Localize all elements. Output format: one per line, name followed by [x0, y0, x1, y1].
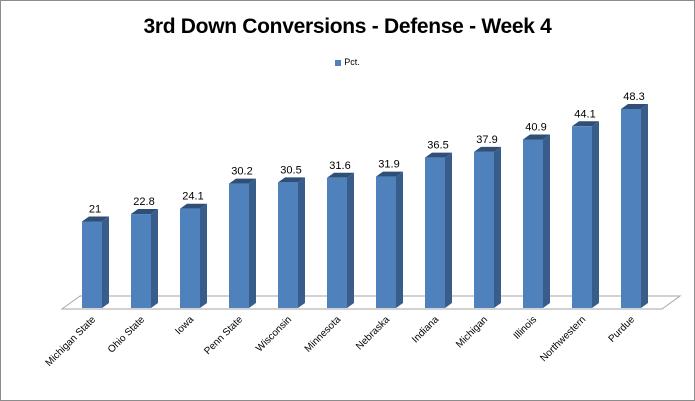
- category-label: Michigan State: [44, 314, 99, 369]
- bar: [572, 126, 592, 308]
- bar: [523, 139, 543, 308]
- bar-top: [425, 152, 452, 158]
- bar-top: [82, 216, 109, 222]
- data-label: 40.9: [525, 121, 546, 133]
- bar: [327, 177, 347, 308]
- bar-side: [102, 216, 109, 308]
- chart-legend: Pct.: [1, 57, 694, 67]
- bar-side: [494, 146, 501, 308]
- bar-top: [180, 203, 207, 209]
- category-label: Ohio State: [106, 314, 147, 355]
- bar: [229, 183, 249, 308]
- legend-swatch: [335, 59, 342, 66]
- bar-side: [200, 203, 207, 308]
- bar-top: [327, 172, 354, 178]
- category-label: Purdue: [607, 314, 638, 345]
- category-label: Indiana: [410, 314, 441, 345]
- data-label: 30.2: [231, 166, 252, 178]
- data-label: 21: [89, 203, 101, 215]
- bar-top: [131, 209, 158, 215]
- data-label: 22.8: [133, 196, 154, 208]
- bar-top: [621, 104, 648, 109]
- category-label: Iowa: [173, 314, 196, 337]
- category-label: Wisconsin: [254, 314, 294, 354]
- category-label: Penn State: [202, 314, 245, 357]
- legend-label: Pct.: [344, 57, 360, 67]
- bar-top: [572, 121, 599, 127]
- chart-title: 3rd Down Conversions - Defense - Week 4: [143, 15, 552, 38]
- bar: [621, 109, 641, 308]
- category-label: Illinois: [512, 314, 539, 341]
- bar-side: [249, 178, 256, 308]
- bar: [376, 176, 396, 308]
- bar-top: [523, 134, 550, 140]
- bar-top: [229, 178, 256, 184]
- bar-top: [474, 146, 501, 152]
- data-label: 44.1: [574, 108, 595, 120]
- bar-side: [592, 121, 599, 308]
- bar-side: [151, 209, 158, 308]
- category-label: Nebraska: [354, 314, 392, 352]
- bar-side: [445, 152, 452, 308]
- bar-side: [543, 134, 550, 308]
- bar-side: [396, 171, 403, 308]
- category-label: Northwestern: [538, 314, 588, 364]
- bar: [425, 157, 445, 308]
- data-label: 37.9: [476, 134, 497, 146]
- bar: [180, 208, 200, 308]
- data-label: 36.5: [427, 140, 448, 152]
- data-label: 30.5: [280, 164, 301, 176]
- data-label: 24.1: [182, 191, 203, 203]
- bar: [131, 214, 151, 308]
- data-label: 31.6: [329, 160, 350, 172]
- bar-side: [347, 172, 354, 308]
- data-label: 48.3: [623, 91, 644, 103]
- category-label: Michigan: [454, 314, 490, 350]
- bar-side: [298, 177, 305, 308]
- bar: [474, 151, 494, 308]
- bar: [278, 182, 298, 308]
- bar: [82, 221, 102, 308]
- category-label: Minnesota: [303, 314, 344, 355]
- bar-top: [278, 177, 305, 183]
- bar-top: [376, 171, 403, 177]
- bar-side: [641, 104, 648, 308]
- data-label: 31.9: [378, 159, 399, 171]
